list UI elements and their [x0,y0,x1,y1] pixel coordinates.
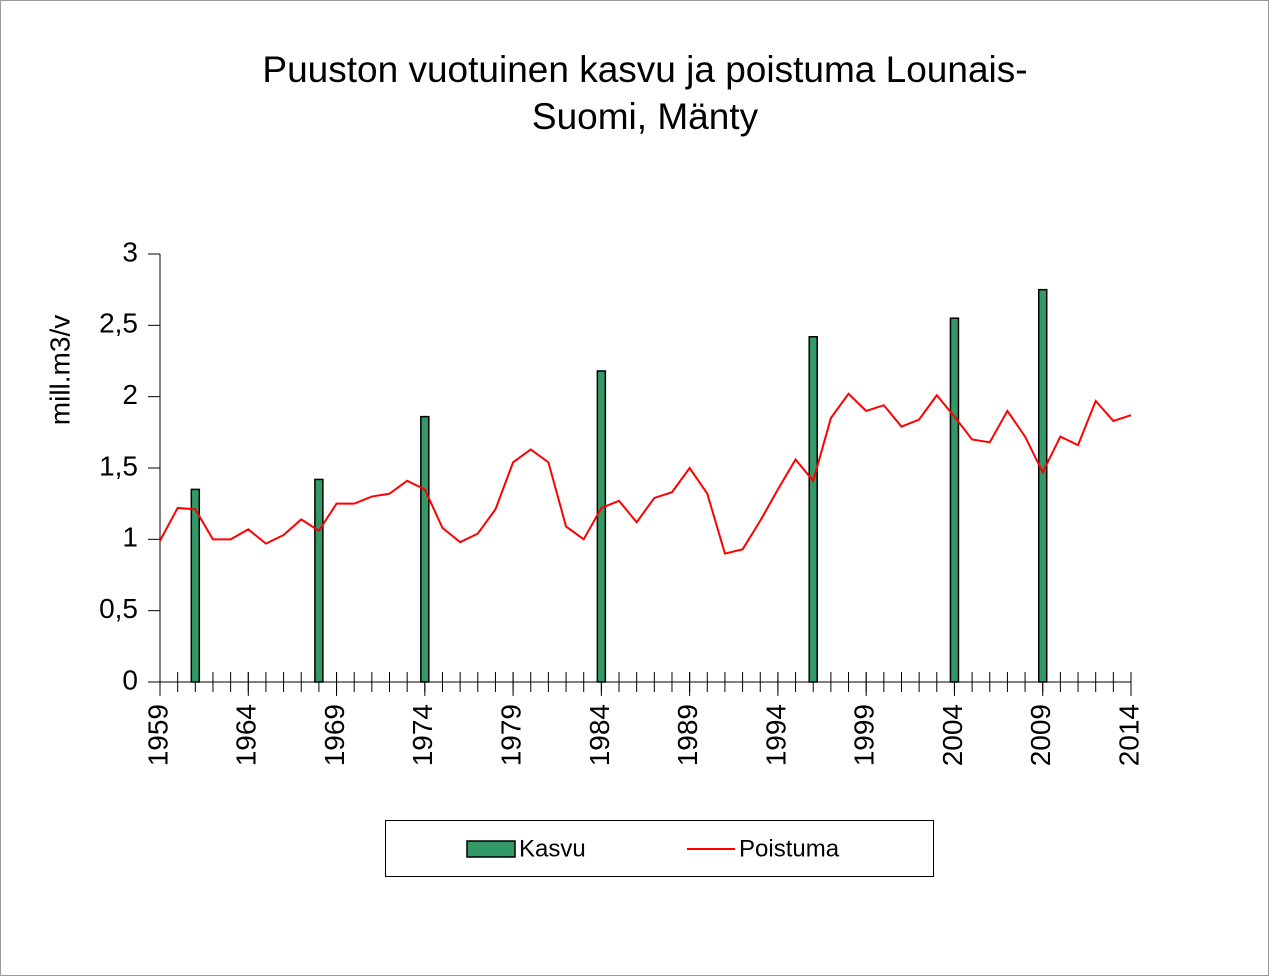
x-tick-label: 1974 [407,704,438,766]
x-tick-label: 1959 [142,704,173,766]
x-tick-label: 1964 [231,704,262,766]
y-tick-label: 1 [122,522,138,553]
x-tick-label: 2004 [937,704,968,766]
bar [596,370,607,683]
y-tick-label: 2 [122,379,138,410]
x-tick-label: 1999 [849,704,880,766]
x-tick-label: 1979 [495,704,526,766]
legend-label: Kasvu [519,835,586,862]
chart-title: Puuston vuotuinen kasvu ja poistuma Loun… [262,49,1027,90]
y-tick-label: 0,5 [99,593,138,624]
y-tick-label: 1,5 [99,450,138,481]
x-tick-label: 1994 [760,704,791,766]
line [159,392,1132,555]
bar [808,335,818,683]
bar [190,488,201,683]
y-tick-label: 0 [122,664,138,695]
y-tick-label: 2,5 [99,308,138,339]
bar [1037,288,1048,683]
legend-label: Poistuma [739,835,840,862]
chart-title: Suomi, Mänty [532,96,759,137]
x-tick-label: 1969 [319,704,350,766]
bar [949,317,960,683]
x-tick-label: 2009 [1025,704,1056,766]
x-tick-label: 2014 [1113,704,1144,766]
x-tick-label: 1984 [584,704,615,766]
bar [314,478,324,683]
y-tick-label: 3 [122,236,138,267]
x-tick-label: 1989 [672,704,703,766]
legend-swatch [466,840,516,858]
y-axis-label: mill.m3/v [44,315,75,425]
bar [420,415,430,683]
